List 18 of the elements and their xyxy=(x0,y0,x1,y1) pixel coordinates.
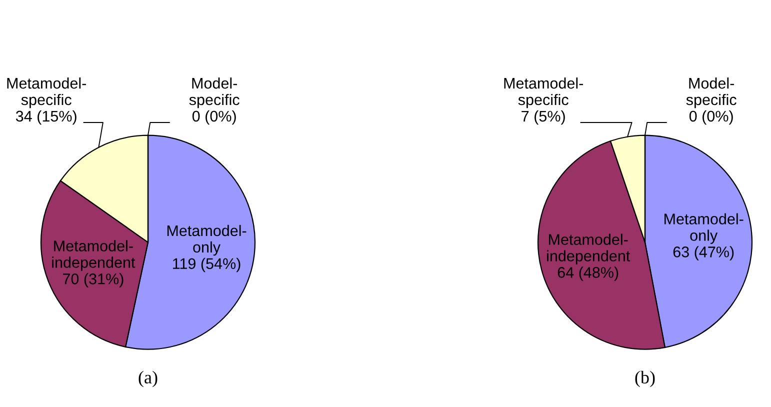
slice-label: Metamodel- independent xyxy=(547,234,630,264)
slice-label: Metamodel- specific xyxy=(7,77,86,108)
text: 0 (0%) xyxy=(192,110,236,125)
slice-label: Metamodel- only xyxy=(664,213,744,244)
data-label: 7 (5%) xyxy=(522,110,565,125)
slice-label: Metamodel- specific xyxy=(504,77,584,108)
category-label: Model- specific xyxy=(189,77,240,108)
data-label: 70 (31%) xyxy=(62,273,124,288)
data-label: 63 (47%) xyxy=(673,246,734,260)
text: (b) xyxy=(635,370,655,388)
text: 0 (0%) xyxy=(689,110,733,125)
data-label: 34 (15%) xyxy=(16,110,76,125)
category-label: Model- specific xyxy=(686,77,736,108)
data-label: 64 (48%) xyxy=(558,266,618,281)
slice-label: Metamodel- independent xyxy=(52,240,136,271)
text: (a) xyxy=(138,370,158,388)
data-label: 119 (54%) xyxy=(173,258,240,272)
slice-label: Metamodel- only xyxy=(167,224,246,256)
